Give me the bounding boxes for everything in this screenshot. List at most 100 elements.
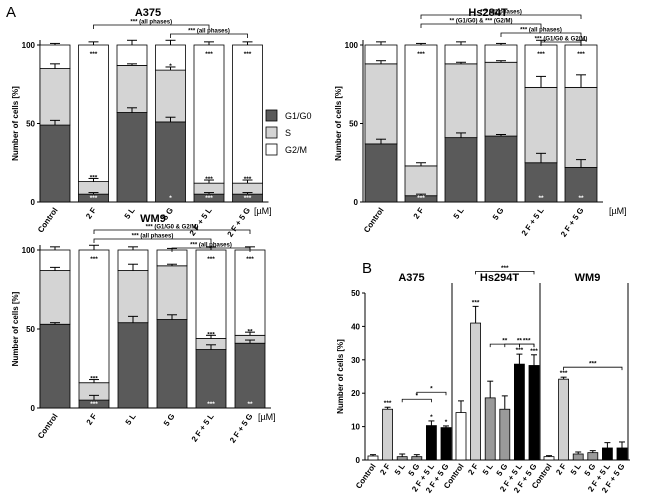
b-a375-significance-star: * bbox=[430, 414, 433, 421]
chart-hs284t: Hs284T 0 50 100 Number of cells [%] [µM] Contr… bbox=[334, 7, 627, 239]
a375-x-tick-label: Control bbox=[36, 206, 60, 234]
a375-y-label: Number of cells [%] bbox=[11, 86, 20, 161]
a375-significance-star: *** bbox=[244, 195, 252, 202]
a375-bar-g1 bbox=[155, 121, 186, 203]
hs284t-x-unit: [µM] bbox=[609, 206, 627, 216]
a375-significance-star: * bbox=[169, 195, 172, 202]
a375-x-unit: [µM] bbox=[254, 206, 272, 216]
a375-bar-s bbox=[116, 65, 148, 113]
b-hs294t-bracket bbox=[519, 343, 535, 348]
b-hs294t-bar bbox=[455, 412, 467, 461]
b-a375-significance-star: * bbox=[445, 419, 448, 426]
b-wm9-bar bbox=[543, 456, 555, 461]
b-wm9-bar bbox=[616, 447, 628, 461]
a375-significance-star: *** bbox=[90, 175, 98, 182]
wm9-bar-s bbox=[39, 270, 71, 325]
b-wm9-bracket-label: *** bbox=[589, 361, 597, 368]
wm9-bar-g2m bbox=[156, 249, 188, 267]
hs284t-y-tick-label: 100 bbox=[345, 41, 359, 50]
hs284t-bracket bbox=[500, 32, 582, 37]
hs284t-y-tick-label: 50 bbox=[349, 120, 358, 129]
wm9-bracket-label: *** (all phases) bbox=[132, 234, 174, 240]
a375-significance-star: *** bbox=[205, 51, 213, 58]
b-a375-bar bbox=[411, 456, 423, 461]
wm9-bar-s bbox=[156, 265, 188, 320]
a375-title: A375 bbox=[135, 7, 161, 19]
wm9-bracket-label: *** (G1/G0 & G2/M) bbox=[146, 225, 199, 231]
a375-bar-s bbox=[39, 68, 71, 126]
wm9-bracket bbox=[171, 247, 251, 252]
b-a375-title: A375 bbox=[398, 272, 424, 284]
hs284t-bar-s bbox=[364, 63, 398, 145]
wm9-significance-star: *** bbox=[90, 401, 98, 408]
hs284t-y-label: Number of cells [%] bbox=[334, 86, 343, 161]
b-hs294t-bar bbox=[470, 322, 482, 461]
wm9-bar-g1 bbox=[156, 319, 188, 409]
a375-bar-g2m bbox=[193, 44, 225, 184]
legend-swatch-s bbox=[265, 126, 278, 139]
wm9-bar-g1 bbox=[117, 322, 149, 409]
b-a375-bracket-label: * bbox=[416, 393, 419, 400]
a375-bracket-label: *** (all phases) bbox=[130, 20, 172, 26]
hs284t-x-tick-label: 5 L bbox=[452, 206, 466, 221]
b-a375-bracket-label: * bbox=[430, 386, 433, 393]
a375-bar-g2m bbox=[116, 44, 148, 66]
b-a375-x-tick-label: 2 F bbox=[378, 462, 392, 477]
wm9-significance-star: *** bbox=[90, 376, 98, 383]
a375-significance-star: *** bbox=[205, 195, 213, 202]
a375-bar-s bbox=[155, 69, 186, 123]
wm9-y-label: Number of cells [%] bbox=[11, 291, 20, 366]
wm9-x-tick-label: Control bbox=[36, 412, 60, 440]
chart-a375: A375 0 50 100 Number of cells [%] [µM] Control… bbox=[11, 7, 272, 239]
hs284t-significance-star: *** bbox=[577, 51, 585, 58]
wm9-bar-g2m bbox=[195, 249, 227, 339]
b-a375-bar bbox=[425, 425, 437, 461]
b-wm9-significance-star: *** bbox=[560, 370, 568, 377]
legend-label-g1: G1/G0 bbox=[285, 111, 312, 121]
b-hs294t-significance-star: *** bbox=[472, 299, 480, 306]
wm9-significance-star: ** bbox=[247, 401, 253, 408]
b-hs294t-bar bbox=[514, 363, 525, 461]
b-hs294t-bar bbox=[484, 397, 496, 461]
a375-significance-star: *** bbox=[90, 195, 98, 202]
b-y-tick-label: 30 bbox=[351, 356, 360, 365]
wm9-x-tick-label: 5 L bbox=[124, 412, 138, 427]
hs284t-bar-g2m bbox=[404, 44, 438, 167]
hs284t-bar-g1 bbox=[564, 167, 598, 203]
panel-letter-a: A bbox=[6, 4, 16, 21]
hs284t-y-tick-label: 0 bbox=[354, 198, 359, 207]
b-hs294t-bar bbox=[528, 365, 540, 461]
b-a375-bracket bbox=[416, 391, 447, 396]
legend-label-s: S bbox=[285, 128, 291, 138]
hs284t-bracket bbox=[420, 14, 582, 19]
legend: G1/G0 S G2/M bbox=[265, 109, 312, 156]
b-wm9-title: WM9 bbox=[575, 272, 601, 284]
b-hs294t-significance-star: *** bbox=[530, 348, 538, 355]
b-y-tick-label: 20 bbox=[351, 389, 360, 398]
hs284t-x-tick-label: 2 F bbox=[412, 206, 426, 221]
b-y-tick-label: 40 bbox=[351, 322, 360, 331]
wm9-x-tick-label: 2 F + 5 G bbox=[228, 412, 255, 445]
b-wm9-bar bbox=[572, 453, 584, 461]
b-a375-x-tick-label: Control bbox=[354, 462, 378, 490]
b-hs294t-bracket-label: *** bbox=[523, 338, 531, 345]
a375-bracket bbox=[170, 33, 248, 38]
hs284t-bar-s bbox=[564, 86, 598, 168]
wm9-significance-star: *** bbox=[207, 331, 215, 338]
b-a375-x-tick-label: 5 L bbox=[393, 462, 407, 477]
b-hs294t-x-tick-label: 2 F bbox=[466, 462, 480, 477]
b-hs294t-bracket-label: *** bbox=[501, 265, 509, 272]
hs284t-x-tick-label: Control bbox=[362, 206, 386, 234]
hs284t-bar-g2m bbox=[484, 44, 518, 63]
hs284t-bracket bbox=[420, 23, 542, 28]
wm9-significance-star: ** bbox=[247, 328, 253, 335]
a375-x-tick-label: 2 F + 5 L bbox=[188, 206, 214, 238]
b-hs294t-x-tick-label: 5 L bbox=[481, 462, 495, 477]
b-wm9-bar bbox=[587, 452, 599, 461]
a375-bracket bbox=[93, 24, 210, 29]
wm9-significance-star: *** bbox=[207, 256, 215, 263]
a375-significance-star: *** bbox=[90, 51, 98, 58]
b-a375-bar bbox=[367, 455, 379, 461]
b-hs294t-bracket bbox=[475, 270, 535, 275]
wm9-bracket-label: *** (all phases) bbox=[190, 243, 232, 249]
